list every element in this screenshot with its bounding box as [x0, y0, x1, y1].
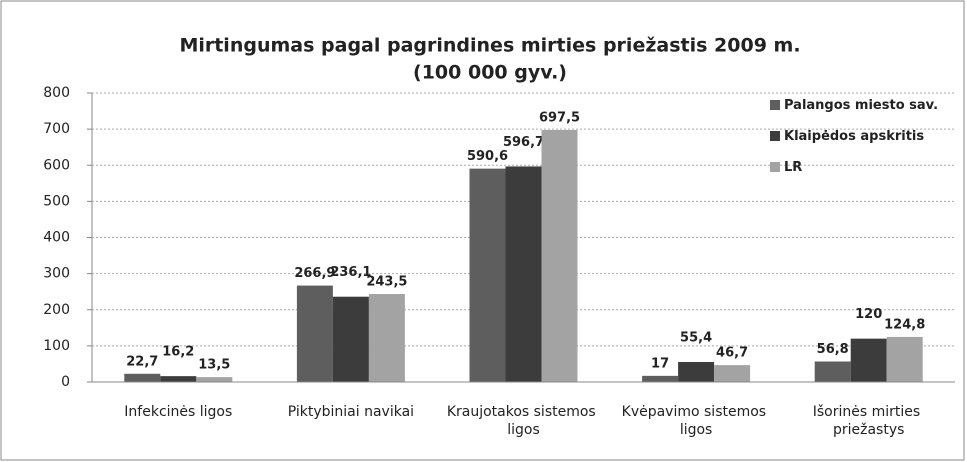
value-label: 266,9: [294, 266, 335, 281]
y-tick-label: 200: [43, 302, 70, 318]
value-label: 46,7: [716, 346, 748, 361]
bar: [642, 375, 679, 382]
bar: [886, 336, 923, 382]
bar: [505, 166, 542, 382]
x-tick-label: Kvėpavimo sistemos ligos: [622, 404, 771, 438]
bar: [678, 361, 715, 382]
bar: [850, 338, 887, 382]
bar: [124, 373, 161, 382]
bar: [160, 376, 197, 382]
value-label: 120: [855, 307, 882, 322]
value-label: 697,5: [539, 111, 580, 126]
value-label: 236,1: [330, 265, 371, 280]
bar: [814, 361, 851, 382]
y-tick-label: 100: [43, 338, 70, 354]
bar: [541, 130, 578, 382]
legend-swatch: [770, 131, 780, 141]
chart-subtitle: (100 000 gyv.): [413, 62, 567, 84]
x-tick-label: Piktybiniai navikai: [288, 404, 414, 420]
value-label: 243,5: [366, 275, 407, 290]
x-tick-label: Infekcinės ligos: [124, 404, 232, 420]
value-label: 17: [651, 356, 669, 371]
legend-swatch: [770, 162, 780, 172]
bar: [469, 168, 506, 382]
bar: [368, 294, 405, 382]
y-tick-label: 800: [43, 85, 70, 101]
value-label: 55,4: [680, 330, 712, 345]
value-label: 16,2: [162, 345, 194, 360]
legend-label: LR: [784, 160, 802, 175]
bar: [332, 296, 369, 382]
value-label: 56,8: [817, 342, 849, 357]
y-tick-label: 400: [43, 230, 70, 246]
bar: [296, 285, 333, 382]
legend-label: Klaipėdos apskritis: [784, 129, 924, 144]
y-tick-label: 700: [43, 121, 70, 137]
value-label: 22,7: [126, 354, 158, 369]
bar: [714, 365, 751, 382]
y-tick-label: 300: [43, 266, 70, 282]
x-tick-label: Išorinės mirties priežastys: [813, 404, 925, 438]
chart-title: Mirtingumas pagal pagrindines mirties pr…: [179, 35, 800, 57]
bar: [196, 377, 233, 382]
value-label: 590,6: [467, 149, 508, 164]
x-tick-label: Kraujotakos sistemos ligos: [447, 404, 600, 438]
value-label: 13,5: [198, 358, 230, 373]
y-tick-label: 500: [43, 193, 70, 209]
legend-swatch: [770, 100, 780, 110]
y-tick-label: 600: [43, 157, 70, 173]
y-tick-label: 0: [61, 374, 70, 390]
value-label: 596,7: [503, 135, 544, 150]
value-label: 124,8: [884, 317, 925, 332]
legend-label: Palangos miesto sav.: [784, 98, 938, 113]
